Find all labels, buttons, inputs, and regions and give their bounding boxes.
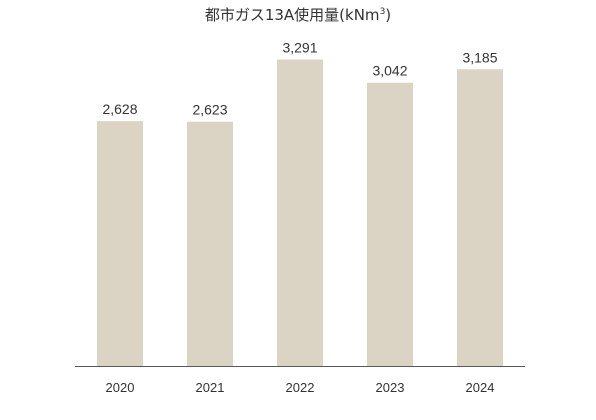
bars-layer <box>97 59 503 367</box>
chart-title: 都市ガス13A使用量(kNm3) <box>205 6 391 24</box>
value-label-2020: 2,628 <box>102 101 137 117</box>
value-label-2022: 3,291 <box>282 40 317 56</box>
value-label-2023: 3,042 <box>372 63 407 79</box>
value-label-2024: 3,185 <box>462 49 497 65</box>
bar-2022 <box>277 59 323 366</box>
x-tick-label-2022: 2022 <box>286 380 315 395</box>
chart-title-close: ) <box>385 6 391 24</box>
x-tick-label-2024: 2024 <box>466 380 495 395</box>
bar-2024 <box>457 69 503 367</box>
x-tick-label-2021: 2021 <box>196 380 225 395</box>
x-tick-labels-layer: 2020 2021 2022 2023 2024 <box>106 380 495 395</box>
chart-title-superscript: 3 <box>380 7 386 17</box>
bar-2020 <box>97 121 143 366</box>
bar-2023 <box>367 82 413 366</box>
x-tick-label-2023: 2023 <box>376 380 405 395</box>
value-labels-layer: 2,628 2,623 3,291 3,042 3,185 <box>102 40 497 118</box>
value-label-2021: 2,623 <box>192 102 227 118</box>
bar-2021 <box>187 121 233 366</box>
x-tick-label-2020: 2020 <box>106 380 135 395</box>
chart-title-main: 都市ガス13A使用量(kNm <box>205 6 380 24</box>
